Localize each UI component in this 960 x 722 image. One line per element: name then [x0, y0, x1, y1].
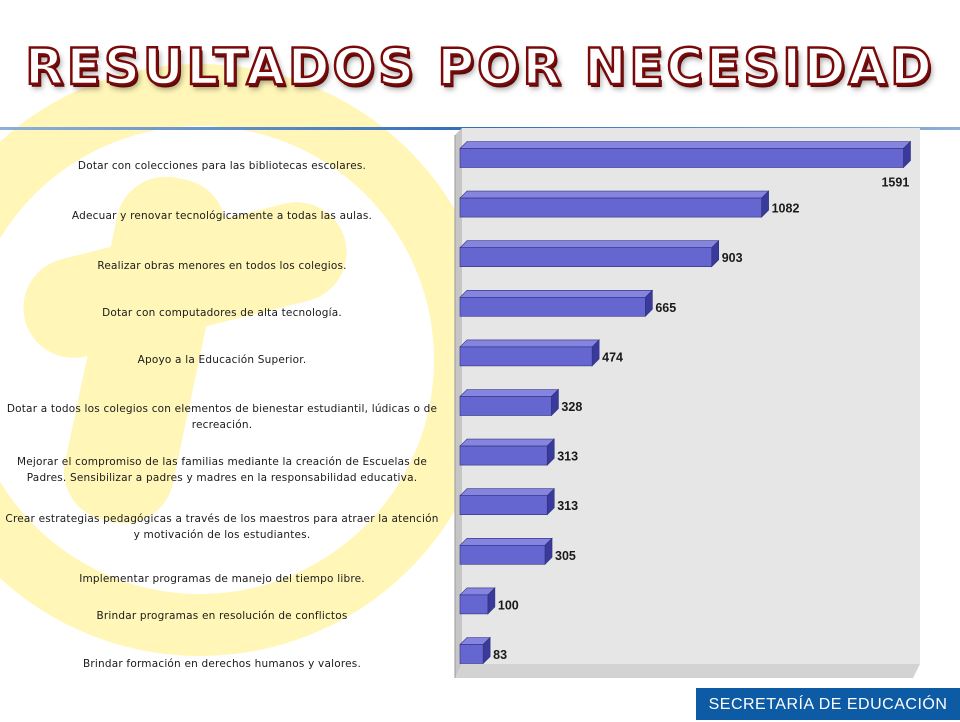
- bar-series: [459, 140, 912, 665]
- page-title: RESULTADOS POR NECESIDAD: [24, 37, 935, 98]
- category-label-5: Apoyo a la Educación Superior.: [137, 354, 307, 367]
- bar-8: [459, 487, 555, 516]
- category-label-8: Crear estrategias pedagógicas a través d…: [5, 513, 439, 542]
- footer-label: SECRETARÍA DE EDUCACIÓN: [708, 696, 948, 713]
- bar-1: [459, 140, 912, 169]
- data-label-8: 313: [557, 499, 578, 513]
- data-labels: 1591 1082 903 665 474 328 313 313 305 100 83: [493, 176, 909, 663]
- data-label-3: 903: [722, 251, 743, 265]
- data-label-10: 100: [498, 598, 519, 612]
- data-label-5: 474: [602, 350, 623, 364]
- bar-9: [459, 537, 553, 566]
- category-label-9: Implementar programas de manejo del tiem…: [79, 572, 365, 585]
- data-label-6: 328: [561, 400, 582, 414]
- category-label-2: Adecuar y renovar tecnológicamente a tod…: [71, 209, 373, 222]
- category-label-11: Brindar formación en derechos humanos y …: [82, 658, 361, 670]
- data-label-1: 1591: [881, 176, 909, 190]
- bar-10: [459, 587, 496, 615]
- data-label-11: 83: [493, 648, 507, 662]
- bar-3: [459, 239, 720, 268]
- data-label-7: 313: [557, 450, 578, 464]
- category-label-6: Dotar a todos los colegios con elementos…: [6, 403, 438, 431]
- bar-7: [459, 438, 555, 466]
- data-label-4: 665: [655, 301, 676, 315]
- category-label-3: Realizar obras menores en todos los cole…: [97, 260, 347, 273]
- category-label-1: Dotar con colecciones para las bibliotec…: [77, 160, 367, 172]
- category-label-10: Brindar programas en resolución de confl…: [96, 610, 348, 623]
- footer-banner: SECRETARÍA DE EDUCACIÓN: [696, 688, 960, 720]
- bar-2: [459, 190, 770, 218]
- bar-11: [459, 636, 491, 665]
- bar-6: [459, 388, 560, 417]
- category-label-7: Mejorar el compromiso de las familias me…: [16, 455, 428, 484]
- bar-5: [459, 339, 600, 367]
- plot-floor: [455, 664, 920, 678]
- data-label-2: 1082: [772, 202, 800, 216]
- category-label-4: Dotar con computadores de alta tecnologí…: [102, 306, 342, 319]
- bar-4: [459, 289, 654, 318]
- data-label-9: 305: [555, 549, 576, 563]
